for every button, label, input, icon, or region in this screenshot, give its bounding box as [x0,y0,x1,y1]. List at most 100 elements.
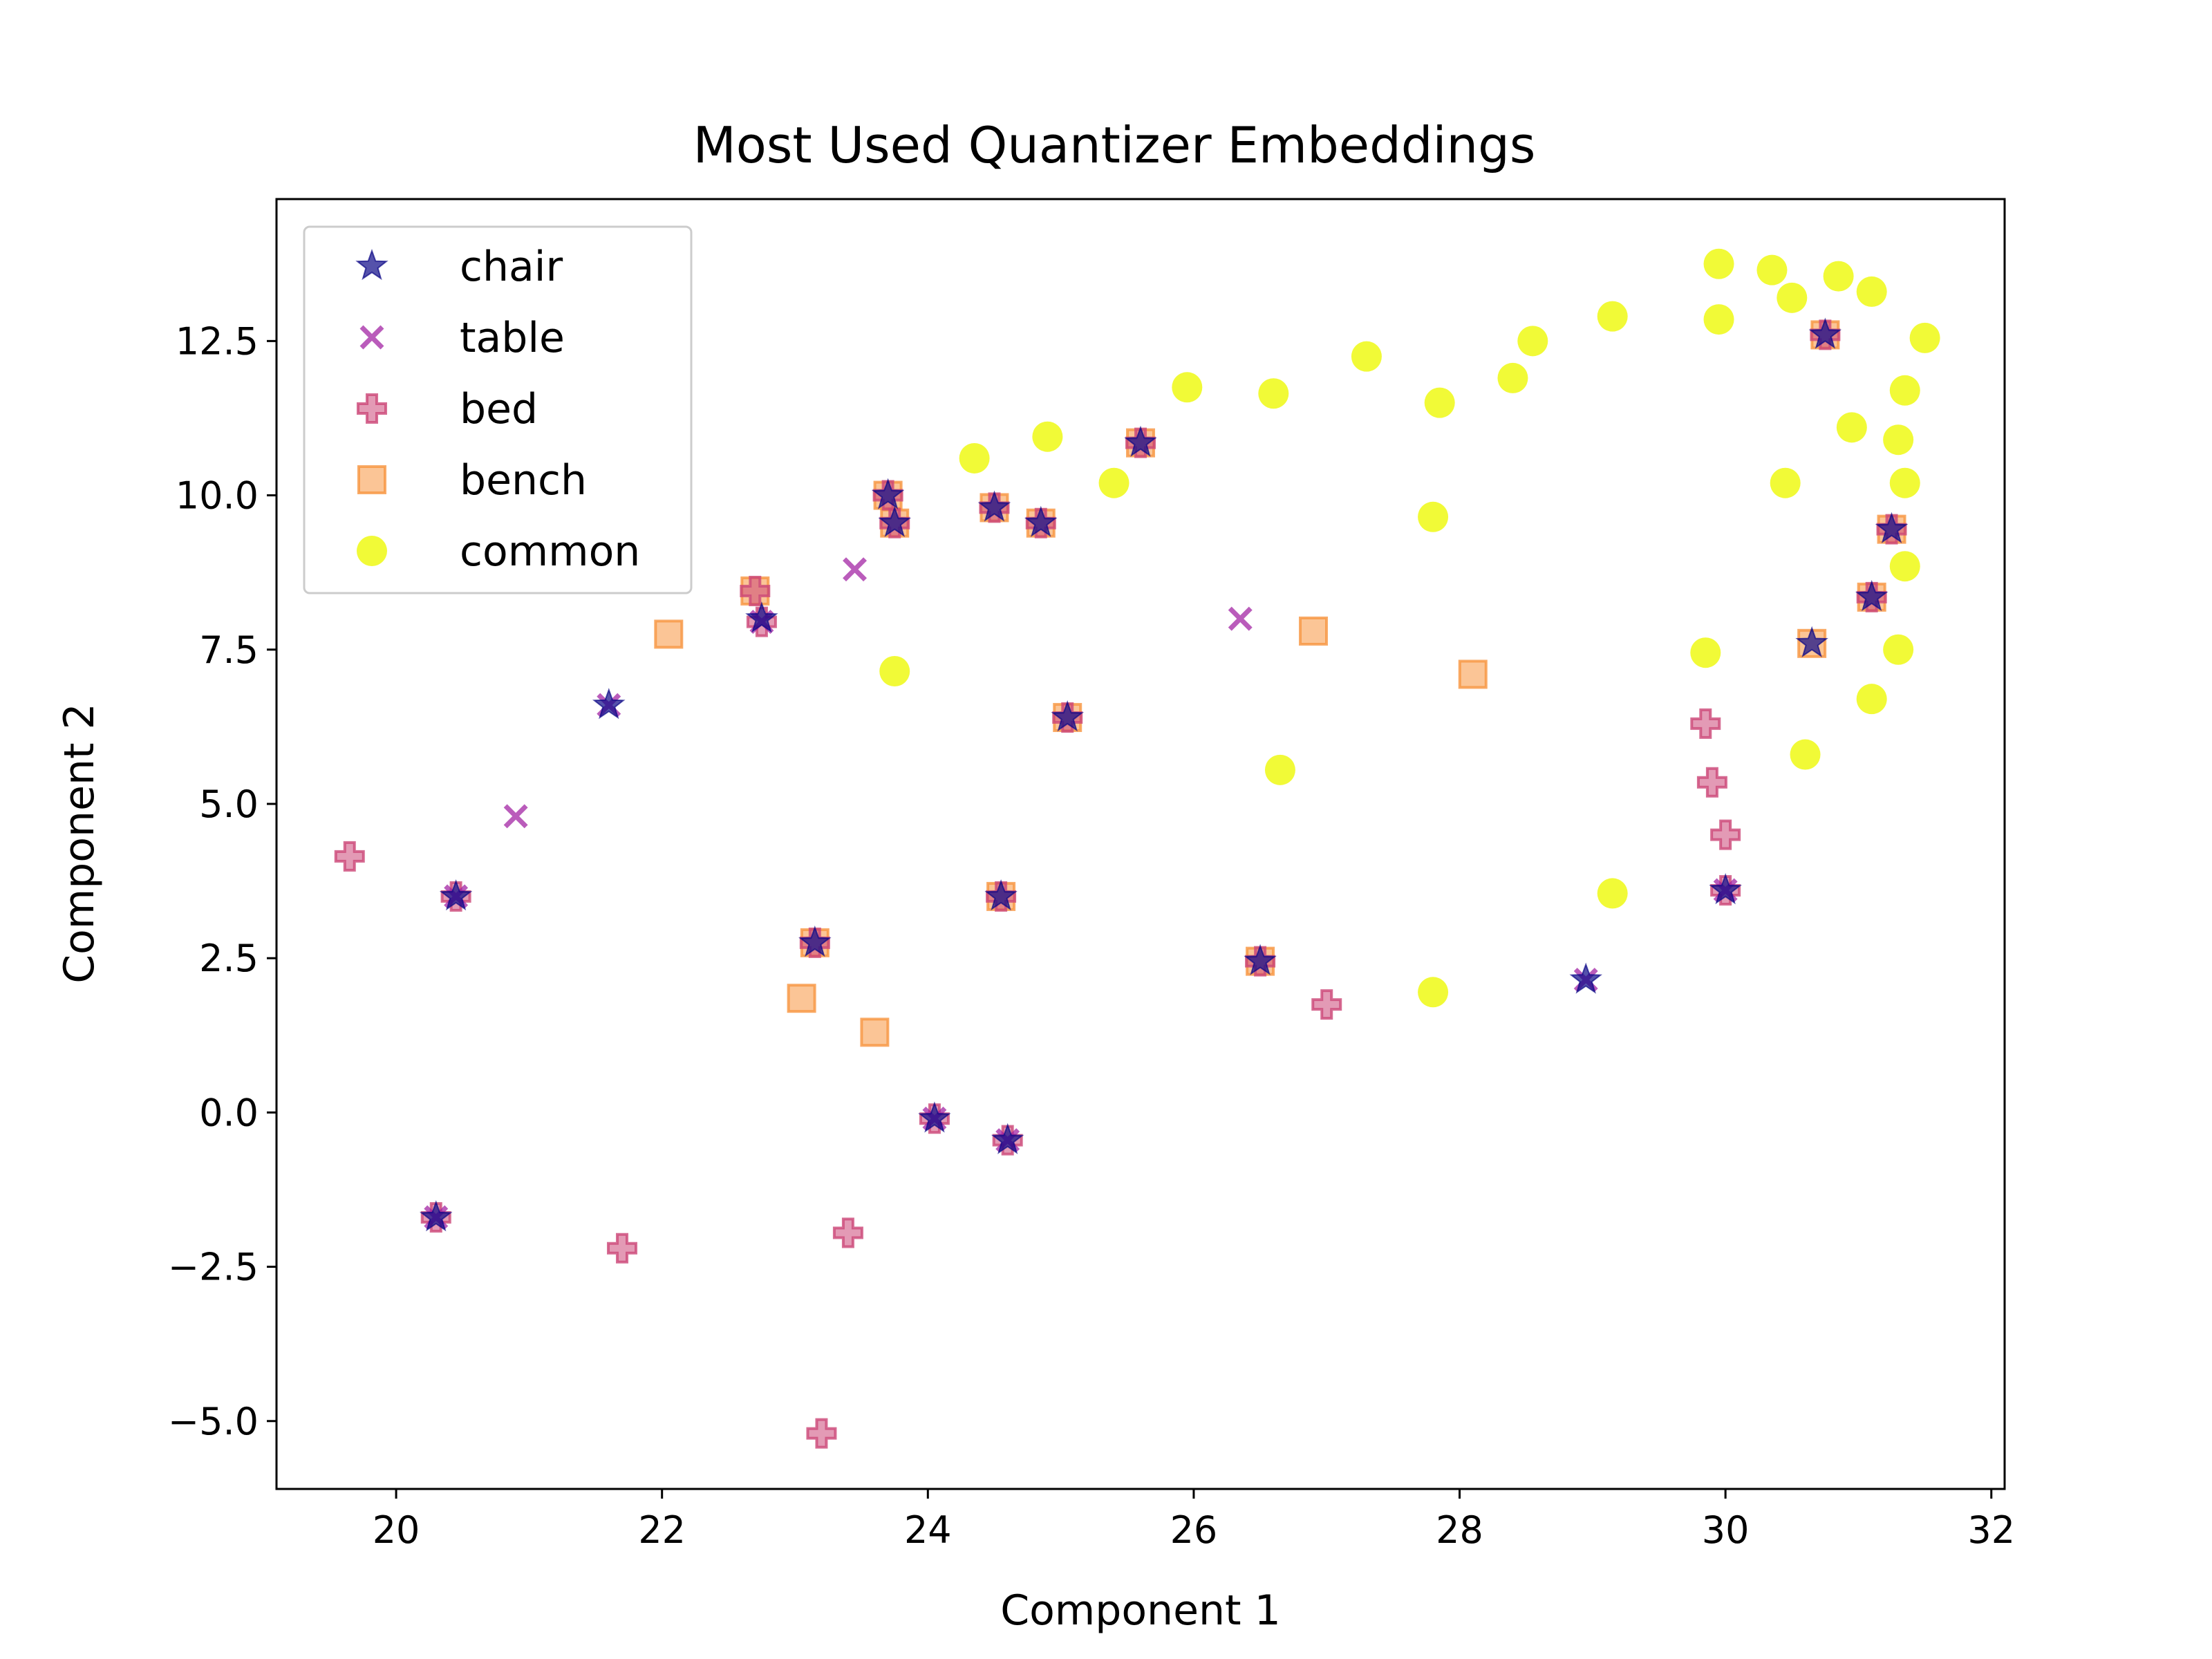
legend-marker-common [357,536,387,566]
y-axis: −5.0 −2.5 0.0 2.5 5.0 7.5 10.0 12.5 [168,319,276,1443]
common-point [1790,739,1821,770]
table-point [1228,606,1253,631]
x-axis: 20 22 24 26 28 30 32 [373,1489,2015,1552]
series-common [879,248,1940,1008]
common-point [1883,634,1914,665]
common-point [1172,372,1203,403]
bed-point [1311,989,1342,1020]
x-tick-label: 20 [373,1508,420,1552]
legend-marker-bed [357,393,387,424]
y-tick-label: 0.0 [199,1091,259,1134]
bed-point [740,575,771,606]
chair-point [977,490,1011,522]
chair-point [1709,873,1742,905]
y-tick-label: −5.0 [168,1400,259,1443]
y-axis-label: Component 2 [55,703,104,984]
chair-point [991,1123,1024,1154]
bed-point [1696,767,1727,798]
legend-label: bed [460,385,538,433]
chair-point [1875,512,1909,543]
common-point [1264,754,1295,785]
x-tick-label: 30 [1702,1508,1750,1552]
chair-point [1244,944,1277,975]
common-point [1597,301,1628,332]
bed-point [1690,708,1721,739]
chair-point [439,879,473,911]
y-tick-label: 7.5 [199,628,259,672]
x-tick-label: 22 [638,1508,686,1552]
bed-point [607,1232,637,1264]
chair-point [1051,700,1085,732]
common-point [1856,276,1887,307]
chair-point [745,601,778,633]
chair-point [1024,505,1058,537]
chair-point [1124,425,1157,457]
x-tick-label: 28 [1436,1508,1483,1552]
common-point [1909,322,1940,353]
common-point [1883,424,1914,456]
bench-point [1458,659,1488,689]
y-tick-label: 12.5 [176,319,259,363]
x-tick-label: 26 [1170,1508,1218,1552]
legend-box [303,225,693,594]
chair-point [1808,317,1842,349]
legend-item-common: common [357,527,640,576]
common-point [1424,387,1455,418]
chart-title: Most Used Quantizer Embeddings [693,116,1536,174]
bed-point [1710,819,1741,850]
chair-point [1569,962,1603,994]
x-axis-label: Component 1 [1000,1586,1281,1635]
y-tick-label: 10.0 [176,474,259,518]
common-point [959,442,990,474]
legend-item-chair: chair [355,243,563,291]
common-point [1497,362,1528,393]
legend-label: table [460,314,565,362]
chair-point [871,478,905,509]
common-point [1823,261,1854,292]
chair-point [984,879,1018,911]
common-point [879,656,910,687]
bench-point [860,1018,890,1047]
bench-point [1299,616,1328,646]
bench-point [787,984,816,1013]
common-point [1770,467,1801,498]
table-point [843,557,868,582]
common-point [1351,341,1382,372]
common-point [1756,254,1788,285]
legend: chair table bed bench common [303,225,693,594]
common-point [1418,977,1449,1008]
plot-frame [275,198,2006,1490]
series-chair [419,317,1909,1232]
bed-point [806,1418,837,1449]
legend-label: bench [460,456,587,505]
common-point [1032,421,1063,452]
common-point [1703,304,1734,335]
common-point [1836,412,1867,443]
common-point [1418,501,1449,532]
y-tick-label: 2.5 [199,937,259,980]
chair-point [592,688,626,720]
common-point [1889,375,1920,406]
common-point [1258,378,1289,409]
common-point [1889,551,1920,582]
legend-item-bed: bed [357,385,538,433]
table-point [503,804,528,829]
bed-point [334,841,365,872]
common-point [1889,467,1920,498]
common-point [1856,684,1887,715]
legend-label: common [460,527,640,576]
legend-item-bench: bench [357,456,587,505]
chair-point [918,1101,951,1133]
x-tick-label: 32 [1967,1508,2015,1552]
y-tick-label: −2.5 [168,1246,259,1289]
data-marks [334,248,1940,1449]
legend-item-table: table [359,314,565,362]
chair-point [878,505,912,537]
common-point [1597,878,1628,909]
chair-point [1795,626,1828,658]
legend-marker-bench [357,465,386,494]
common-point [1777,282,1808,313]
legend-marker-table [359,325,384,350]
common-point [1517,326,1548,357]
